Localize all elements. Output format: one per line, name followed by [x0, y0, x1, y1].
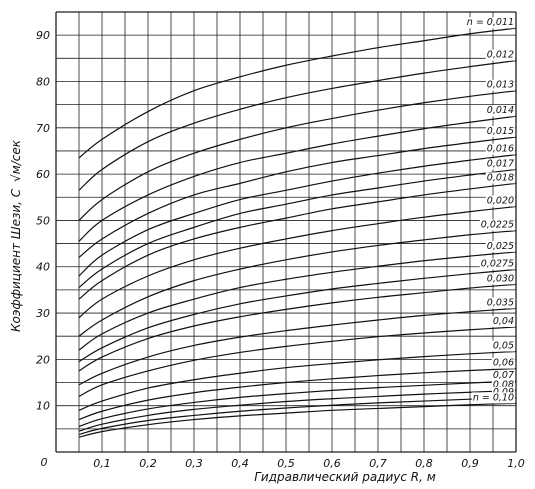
x-tick-label: 0,1	[93, 457, 111, 470]
curve-label: 0,025	[487, 241, 514, 252]
curve-label-background	[485, 240, 515, 252]
y-tick-label: 70	[36, 122, 50, 135]
curve-line	[78, 251, 517, 351]
curve-label-background	[485, 297, 515, 309]
curve-label: 0,0225	[481, 220, 514, 231]
y-tick-label: 20	[36, 353, 50, 366]
curve-line	[78, 326, 517, 397]
curve-line	[78, 230, 517, 337]
y-tick-label: 50	[36, 214, 50, 227]
curve-label-background	[485, 105, 515, 117]
curve-label: 0,018	[487, 172, 514, 183]
x-tick-label: 1,0	[507, 457, 525, 470]
curve-label-background	[491, 386, 515, 398]
curve-label: 0,014	[487, 105, 514, 116]
curve-label-background	[479, 258, 515, 270]
curve-label-background	[491, 340, 515, 352]
curve-label: 0,05	[493, 340, 514, 351]
curve-label-background	[485, 49, 515, 61]
curves	[78, 27, 517, 438]
x-tick-label: 0,8	[415, 457, 433, 470]
curve-line	[78, 27, 517, 159]
x-tick-label: 0,3	[185, 457, 203, 470]
curve-line	[78, 402, 517, 438]
curve-label: 0,012	[487, 50, 514, 61]
curve-line	[78, 60, 517, 191]
curve-label-background	[485, 172, 515, 184]
curve-label: 0,013	[487, 80, 514, 91]
y-tick-label: 60	[36, 168, 50, 181]
y-tick-label: 90	[36, 29, 50, 42]
curve-label-background	[485, 273, 515, 285]
curve-line	[78, 380, 517, 428]
curve-line	[78, 136, 517, 258]
y-tick-label: 10	[36, 400, 50, 413]
curve-label: 0,030	[487, 273, 514, 284]
grid	[55, 11, 517, 453]
x-tick-label: 0,5	[277, 457, 295, 470]
curve-label: 0,0275	[481, 259, 514, 270]
x-tick-label: 0,6	[323, 457, 341, 470]
svg-text:Коэффициент Шези, C √м/с: Коэффициент Шези, C √м/сек	[9, 139, 23, 332]
curve-label: 0,017	[487, 158, 514, 169]
curve-line	[78, 115, 517, 242]
curve-line	[78, 350, 517, 411]
x-tick-label: 0,2	[139, 457, 157, 470]
y-axis-title: Коэффициент Шези, C √м/сек	[9, 139, 23, 332]
curve-label-background	[491, 315, 515, 327]
curve-label: 0,09	[493, 387, 514, 398]
curve-label-background	[485, 158, 515, 170]
curve-line	[78, 283, 517, 372]
curve-label: 0,015	[487, 126, 514, 137]
curve-label: 0,035	[487, 297, 514, 308]
curve-label-background	[491, 357, 515, 369]
curve-line	[78, 368, 517, 421]
curve-line	[78, 154, 517, 277]
curve-label: n = 0,10	[473, 392, 514, 403]
curve-line	[78, 397, 517, 435]
curve-label-background	[471, 392, 515, 404]
curve-line	[78, 389, 517, 432]
curve-line	[78, 90, 517, 221]
x-tick-label: 0,4	[231, 457, 249, 470]
x-axis-label: Гидравлический радиус R, м	[254, 470, 436, 484]
curve-label-background	[485, 195, 515, 207]
curve-line	[78, 307, 517, 386]
x-tick-label: 0,9	[461, 457, 479, 470]
curve-line	[78, 182, 517, 300]
curve-line	[78, 268, 517, 363]
curve-label-background	[491, 370, 515, 382]
curve-label-background	[485, 126, 515, 138]
curve-label-background	[491, 379, 515, 391]
curve-label: n = 0,011	[467, 17, 514, 28]
y-axis-label: Коэффициент Шези, C	[9, 188, 23, 332]
y-tick-label: 30	[36, 307, 50, 320]
x-tick-label: 0,7	[369, 457, 387, 470]
curve-label: 0,06	[493, 358, 514, 369]
curve-label: 0,08	[493, 379, 514, 390]
curve-line	[78, 205, 517, 319]
curve-label: 0,07	[493, 370, 514, 381]
origin-label: 0	[41, 456, 48, 469]
tick-labels: 0,1 0,2 0,3 0,4 0,5 0,6 0,7 0,8 0,9 1,0 10 20 30 40 50…	[36, 29, 525, 470]
curve-label-background	[479, 219, 515, 231]
y-axis-unit: √м/сек	[9, 139, 23, 182]
curve-label-background	[485, 79, 515, 91]
curve-label: 0,016	[487, 144, 514, 155]
y-tick-label: 40	[36, 261, 50, 274]
y-tick-label: 80	[36, 75, 50, 88]
curve-label: 0,04	[493, 316, 514, 327]
curve-label-background	[465, 17, 515, 29]
curve-label: 0,020	[487, 196, 514, 207]
curve-line	[78, 168, 517, 289]
curve-labels: n = 0,011 0,012 0,013 0,014 0,015 0,016 0,017 0…	[465, 17, 515, 404]
curve-label-background	[485, 143, 515, 155]
